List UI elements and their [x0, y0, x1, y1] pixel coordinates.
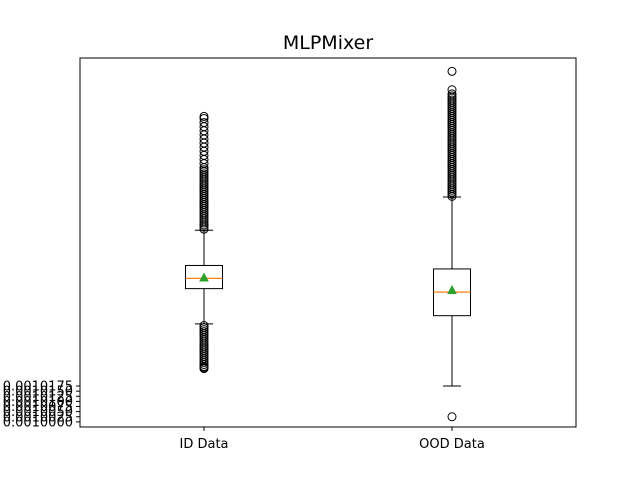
y-tick-label: 0.0010025 — [3, 410, 73, 425]
y-tick-label: 0.0010075 — [3, 400, 73, 415]
box-group — [185, 111, 223, 374]
box-series — [185, 66, 471, 422]
y-tick-label: 0.0010050 — [3, 405, 73, 420]
outlier-point — [199, 321, 209, 331]
y-tick-label: 0.0010150 — [3, 385, 73, 400]
outlier-point — [447, 89, 457, 99]
y-axis: 0.00100000.00100250.00100500.00100750.00… — [3, 380, 80, 430]
outlier-point — [447, 412, 457, 422]
chart-title: MLPMixer — [283, 32, 373, 54]
plot-frame — [79, 57, 577, 428]
outlier-point — [199, 118, 209, 128]
box-iqr — [185, 264, 223, 290]
x-tick-label: OOD Data — [419, 437, 485, 452]
y-tick-label: 0.0010175 — [3, 380, 73, 395]
box-group — [433, 66, 471, 422]
x-tick-label: ID Data — [179, 437, 228, 452]
mean-marker — [447, 285, 457, 295]
outlier-point — [447, 66, 457, 76]
outlier-point — [447, 85, 457, 95]
y-tick-label: 0.0010125 — [3, 390, 73, 405]
y-tick-label: 0.0010000 — [3, 415, 73, 430]
outlier-point — [199, 111, 209, 121]
x-axis: ID Data OOD Data — [179, 427, 485, 452]
y-tick-label: 0.0010100 — [3, 395, 73, 410]
mean-marker — [199, 272, 209, 282]
